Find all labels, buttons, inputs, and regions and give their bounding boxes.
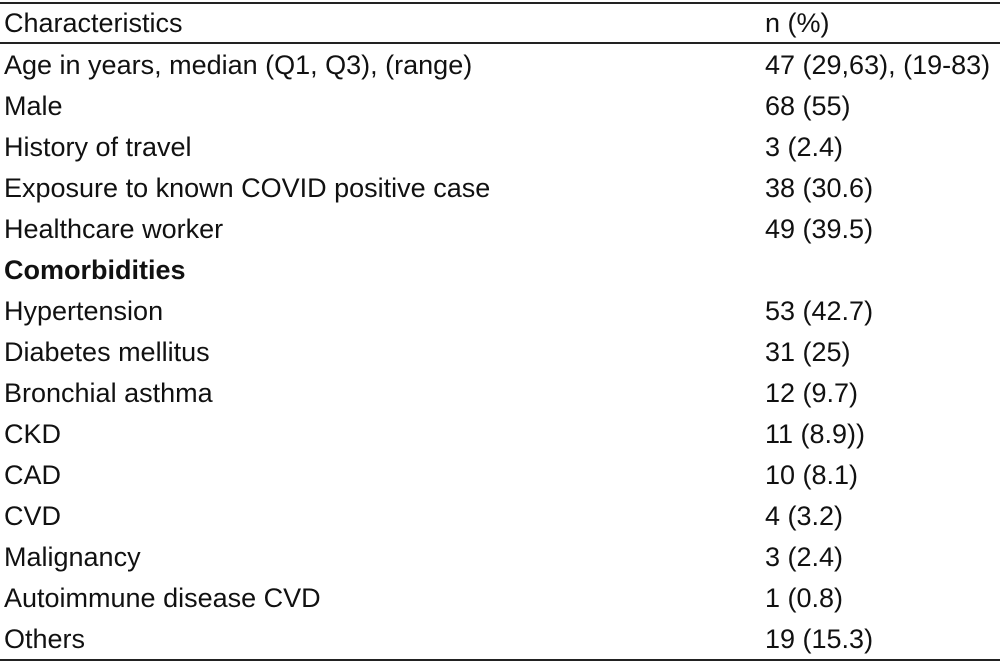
- row-value: 4 (3.2): [765, 500, 844, 531]
- row-label: Others: [4, 623, 86, 654]
- row-value: 38 (30.6): [765, 172, 874, 203]
- row-value: 10 (8.1): [765, 459, 859, 490]
- table-row: CAD 10 (8.1): [0, 454, 1000, 495]
- row-value: 3 (2.4): [765, 131, 844, 162]
- row-label: Male: [4, 90, 63, 121]
- table-row: Others 19 (15.3): [0, 618, 1000, 660]
- table-row: CKD 11 (8.9)): [0, 413, 1000, 454]
- table-row: CVD 4 (3.2): [0, 495, 1000, 536]
- table-row: Male 68 (55): [0, 85, 1000, 126]
- row-value: 53 (42.7): [765, 295, 874, 326]
- table-row: Age in years, median (Q1, Q3), (range) 4…: [0, 43, 1000, 85]
- row-value: 47 (29,63), (19-83): [765, 49, 991, 80]
- row-label: Age in years, median (Q1, Q3), (range): [4, 49, 473, 80]
- row-label: Autoimmune disease CVD: [4, 582, 321, 613]
- row-value: 19 (15.3): [765, 623, 874, 654]
- section-heading-comorbidities: Comorbidities: [4, 254, 186, 285]
- row-label: Hypertension: [4, 295, 164, 326]
- row-label: CAD: [4, 459, 62, 490]
- row-label: Malignancy: [4, 541, 141, 572]
- row-value: 11 (8.9)): [765, 418, 866, 449]
- table-body: Age in years, median (Q1, Q3), (range) 4…: [0, 43, 1000, 660]
- table-row: Diabetes mellitus 31 (25): [0, 331, 1000, 372]
- row-label: Diabetes mellitus: [4, 336, 210, 367]
- table-row: Exposure to known COVID positive case 38…: [0, 167, 1000, 208]
- header-row: Characteristics n (%): [0, 3, 1000, 43]
- table-row: Hypertension 53 (42.7): [0, 290, 1000, 331]
- row-label: CVD: [4, 500, 62, 531]
- header-n-percent: n (%): [765, 8, 830, 38]
- row-label: Exposure to known COVID positive case: [4, 172, 491, 203]
- row-label: CKD: [4, 418, 62, 449]
- row-value: 12 (9.7): [765, 377, 859, 408]
- row-label: Bronchial asthma: [4, 377, 213, 408]
- header-characteristics: Characteristics: [4, 8, 183, 38]
- row-value: 1 (0.8): [765, 582, 844, 613]
- section-heading-row: Comorbidities: [0, 249, 1000, 290]
- table-header: Characteristics n (%): [0, 3, 1000, 43]
- row-label: Healthcare worker: [4, 213, 224, 244]
- table-row: Autoimmune disease CVD 1 (0.8): [0, 577, 1000, 618]
- row-value: 49 (39.5): [765, 213, 874, 244]
- row-value: [760, 249, 1000, 290]
- table-row: Bronchial asthma 12 (9.7): [0, 372, 1000, 413]
- table-row: Malignancy 3 (2.4): [0, 536, 1000, 577]
- table-row: Healthcare worker 49 (39.5): [0, 208, 1000, 249]
- table-row: History of travel 3 (2.4): [0, 126, 1000, 167]
- row-value: 31 (25): [765, 336, 851, 367]
- row-value: 68 (55): [765, 90, 851, 121]
- row-label: History of travel: [4, 131, 192, 162]
- row-value: 3 (2.4): [765, 541, 844, 572]
